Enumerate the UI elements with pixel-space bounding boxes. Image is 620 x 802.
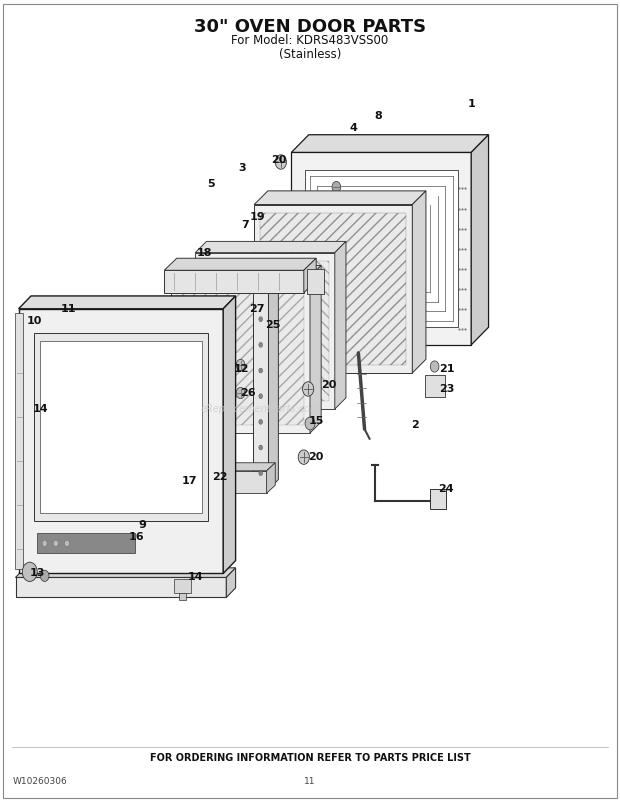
Polygon shape xyxy=(202,261,329,401)
Text: 10: 10 xyxy=(27,316,42,326)
Text: 4: 4 xyxy=(350,124,357,133)
Polygon shape xyxy=(170,265,321,277)
Circle shape xyxy=(22,562,37,581)
Polygon shape xyxy=(310,265,321,433)
Polygon shape xyxy=(183,471,267,493)
Circle shape xyxy=(430,361,439,372)
Circle shape xyxy=(53,541,58,547)
Text: 27: 27 xyxy=(249,304,265,314)
Polygon shape xyxy=(471,135,489,345)
Circle shape xyxy=(332,181,340,192)
Circle shape xyxy=(259,394,263,399)
Text: 20: 20 xyxy=(309,452,324,462)
Polygon shape xyxy=(174,579,191,593)
Polygon shape xyxy=(164,270,304,293)
Circle shape xyxy=(42,541,47,547)
Text: FOR ORDERING INFORMATION REFER TO PARTS PRICE LIST: FOR ORDERING INFORMATION REFER TO PARTS … xyxy=(149,753,471,763)
Text: 22: 22 xyxy=(212,472,228,482)
Text: 17: 17 xyxy=(181,476,197,486)
Text: 11: 11 xyxy=(61,304,76,314)
Text: 11: 11 xyxy=(304,776,316,786)
Text: 16: 16 xyxy=(128,533,144,542)
Circle shape xyxy=(259,368,263,373)
Polygon shape xyxy=(16,577,226,597)
Text: 8: 8 xyxy=(374,111,382,121)
Polygon shape xyxy=(183,463,275,471)
Text: W10260306: W10260306 xyxy=(12,776,67,786)
Polygon shape xyxy=(40,341,202,513)
Circle shape xyxy=(259,317,263,322)
Text: 21: 21 xyxy=(439,364,454,374)
Polygon shape xyxy=(267,463,275,493)
Polygon shape xyxy=(170,277,310,433)
Circle shape xyxy=(303,382,314,396)
Text: 25: 25 xyxy=(265,320,280,330)
Text: 23: 23 xyxy=(439,384,454,394)
Polygon shape xyxy=(195,241,346,253)
Text: 7: 7 xyxy=(241,220,249,229)
Polygon shape xyxy=(425,375,445,397)
Polygon shape xyxy=(305,170,458,327)
Text: 2: 2 xyxy=(412,420,419,430)
Polygon shape xyxy=(253,285,268,489)
Polygon shape xyxy=(254,191,426,205)
Text: 15: 15 xyxy=(309,416,324,426)
Polygon shape xyxy=(37,533,135,553)
Polygon shape xyxy=(307,269,324,294)
Circle shape xyxy=(236,359,245,371)
Circle shape xyxy=(64,541,69,547)
Text: 13: 13 xyxy=(30,569,45,578)
Circle shape xyxy=(259,445,263,450)
Polygon shape xyxy=(335,241,346,409)
Polygon shape xyxy=(254,205,412,373)
Text: 14: 14 xyxy=(32,404,48,414)
Text: 20: 20 xyxy=(272,156,286,165)
Polygon shape xyxy=(291,135,489,152)
Polygon shape xyxy=(195,253,335,409)
Circle shape xyxy=(40,570,49,581)
Polygon shape xyxy=(164,258,316,270)
Polygon shape xyxy=(226,568,236,597)
Circle shape xyxy=(259,342,263,347)
Text: 30" OVEN DOOR PARTS: 30" OVEN DOOR PARTS xyxy=(194,18,426,35)
Polygon shape xyxy=(16,568,236,577)
Polygon shape xyxy=(19,309,223,573)
Text: 5: 5 xyxy=(207,180,215,189)
Text: 20: 20 xyxy=(321,380,336,390)
Polygon shape xyxy=(412,191,426,373)
Circle shape xyxy=(236,387,245,399)
Text: 12: 12 xyxy=(234,364,249,374)
Text: 18: 18 xyxy=(197,248,212,257)
Text: 1: 1 xyxy=(467,99,475,109)
Polygon shape xyxy=(179,593,186,600)
Polygon shape xyxy=(430,489,446,509)
Circle shape xyxy=(298,450,309,464)
Text: (Stainless): (Stainless) xyxy=(279,48,341,61)
Text: eReplacementParts.com: eReplacementParts.com xyxy=(201,404,320,414)
Text: 19: 19 xyxy=(249,212,265,221)
Polygon shape xyxy=(260,213,406,365)
Polygon shape xyxy=(19,296,236,309)
Circle shape xyxy=(305,417,315,430)
Text: For Model: KDRS483VSS00: For Model: KDRS483VSS00 xyxy=(231,34,389,47)
Polygon shape xyxy=(304,258,316,293)
Polygon shape xyxy=(16,313,23,569)
Text: 14: 14 xyxy=(187,573,203,582)
Polygon shape xyxy=(223,296,236,573)
Polygon shape xyxy=(177,285,304,425)
Text: 26: 26 xyxy=(240,388,256,398)
Text: 9: 9 xyxy=(139,520,146,530)
Polygon shape xyxy=(291,152,471,345)
Polygon shape xyxy=(253,275,278,285)
Polygon shape xyxy=(268,275,278,489)
Polygon shape xyxy=(34,333,208,521)
Circle shape xyxy=(275,155,286,169)
Circle shape xyxy=(259,419,263,424)
Text: 24: 24 xyxy=(438,484,454,494)
Text: 3: 3 xyxy=(238,164,246,173)
Circle shape xyxy=(259,471,263,476)
